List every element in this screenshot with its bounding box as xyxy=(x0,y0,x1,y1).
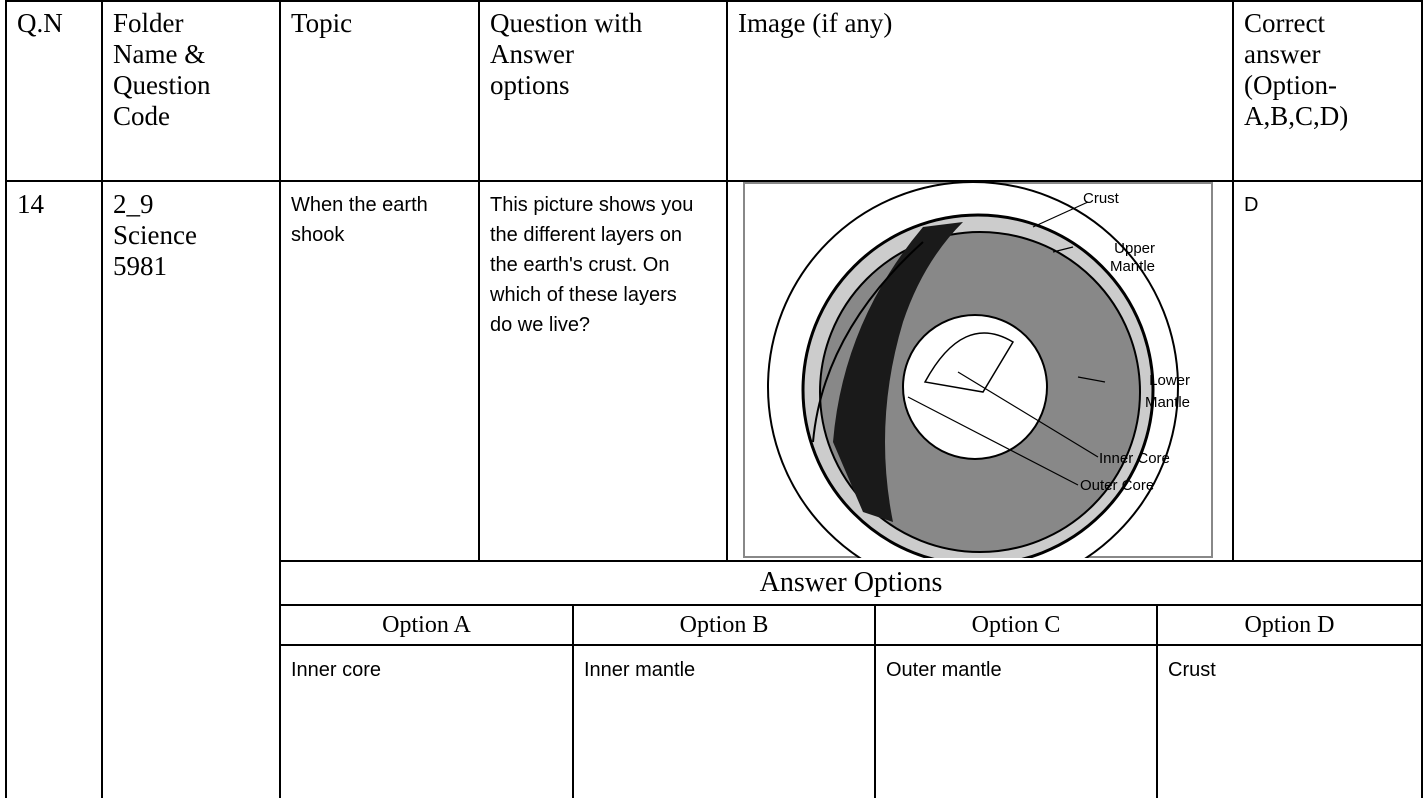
rule xyxy=(101,0,103,798)
rule xyxy=(5,0,7,798)
rule xyxy=(572,604,574,798)
header-cell: Q.N xyxy=(17,8,63,38)
answer-options-title: Answer Options xyxy=(759,567,943,598)
question: This picture shows you the different lay… xyxy=(490,194,694,336)
image-label: Lower Mantle xyxy=(1144,372,1190,411)
inner-core xyxy=(923,332,1015,393)
rule xyxy=(874,604,876,798)
cut-wedge xyxy=(833,222,963,522)
topic: When the earth shook xyxy=(291,194,428,246)
outline xyxy=(812,241,924,443)
image-label: Inner Core xyxy=(1099,450,1170,467)
rule xyxy=(1421,0,1423,798)
header-cell: Question with Answer options xyxy=(490,8,643,100)
leaders xyxy=(907,201,1106,486)
option-value: Inner core xyxy=(291,659,382,681)
rule xyxy=(478,0,480,561)
earth-layers-image xyxy=(743,182,1213,558)
option-header: Option D xyxy=(1244,612,1335,638)
question-number: 14 xyxy=(17,189,44,219)
header-cell: Image (if any) xyxy=(738,8,893,38)
folder-code-line: Science xyxy=(113,220,197,250)
image-label: Upper Mantle xyxy=(1109,240,1155,275)
option-value: Crust xyxy=(1168,659,1216,681)
rule xyxy=(1156,604,1158,798)
option-header: Option B xyxy=(679,612,769,638)
option-value: Outer mantle xyxy=(886,659,1002,681)
rule xyxy=(726,0,728,561)
rule xyxy=(1232,0,1234,561)
option-value: Inner mantle xyxy=(584,659,696,681)
rule xyxy=(280,644,1423,646)
image-label: Crust xyxy=(1083,190,1119,207)
rule xyxy=(279,0,281,798)
header-cell: Topic xyxy=(291,8,353,38)
rule xyxy=(280,604,1423,606)
image-label: Outer Core xyxy=(1080,477,1155,494)
header-cell: Correct answer (Option-A,B,C,D) xyxy=(1244,8,1349,131)
option-header: Option A xyxy=(382,612,471,638)
folder-code-line: 5981 xyxy=(113,251,167,281)
correct-answer: D xyxy=(1244,194,1259,216)
option-header: Option C xyxy=(971,612,1061,638)
rule xyxy=(280,560,1423,562)
header-cell: Folder Name & Question Code xyxy=(113,8,211,131)
rule xyxy=(5,180,1423,182)
rule xyxy=(5,0,1423,2)
folder-code-line: 2_9 xyxy=(113,189,154,219)
folder-code: 2_9 Science 5981 xyxy=(103,183,273,282)
